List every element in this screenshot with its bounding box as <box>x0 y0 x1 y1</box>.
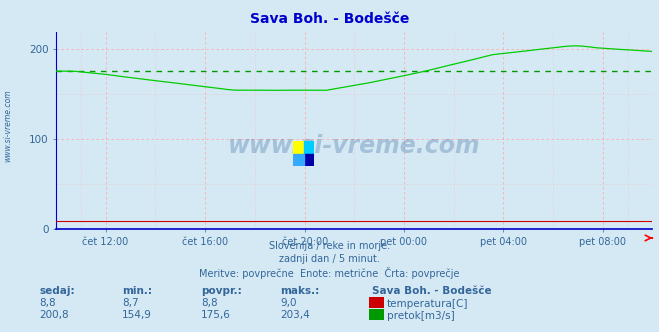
Text: maks.:: maks.: <box>280 286 320 296</box>
Text: pretok[m3/s]: pretok[m3/s] <box>387 311 455 321</box>
Text: 8,8: 8,8 <box>201 298 217 308</box>
Text: Slovenija / reke in morje.: Slovenija / reke in morje. <box>269 241 390 251</box>
Text: 203,4: 203,4 <box>280 310 310 320</box>
Text: www.si-vreme.com: www.si-vreme.com <box>3 90 13 162</box>
Text: 175,6: 175,6 <box>201 310 231 320</box>
Text: sedaj:: sedaj: <box>40 286 75 296</box>
Text: Sava Boh. - Bodešče: Sava Boh. - Bodešče <box>372 286 492 296</box>
Bar <box>293 153 304 166</box>
Bar <box>304 141 314 153</box>
Text: Meritve: povprečne  Enote: metrične  Črta: povprečje: Meritve: povprečne Enote: metrične Črta:… <box>199 267 460 279</box>
Bar <box>304 153 314 166</box>
Text: 154,9: 154,9 <box>122 310 152 320</box>
Text: 8,7: 8,7 <box>122 298 138 308</box>
Text: povpr.:: povpr.: <box>201 286 242 296</box>
Text: 9,0: 9,0 <box>280 298 297 308</box>
Text: zadnji dan / 5 minut.: zadnji dan / 5 minut. <box>279 254 380 264</box>
Text: Sava Boh. - Bodešče: Sava Boh. - Bodešče <box>250 12 409 26</box>
Text: 200,8: 200,8 <box>40 310 69 320</box>
Text: www.si-vreme.com: www.si-vreme.com <box>228 134 480 158</box>
Text: temperatura[C]: temperatura[C] <box>387 299 469 309</box>
Text: 8,8: 8,8 <box>40 298 56 308</box>
Bar <box>293 141 304 153</box>
Text: min.:: min.: <box>122 286 152 296</box>
